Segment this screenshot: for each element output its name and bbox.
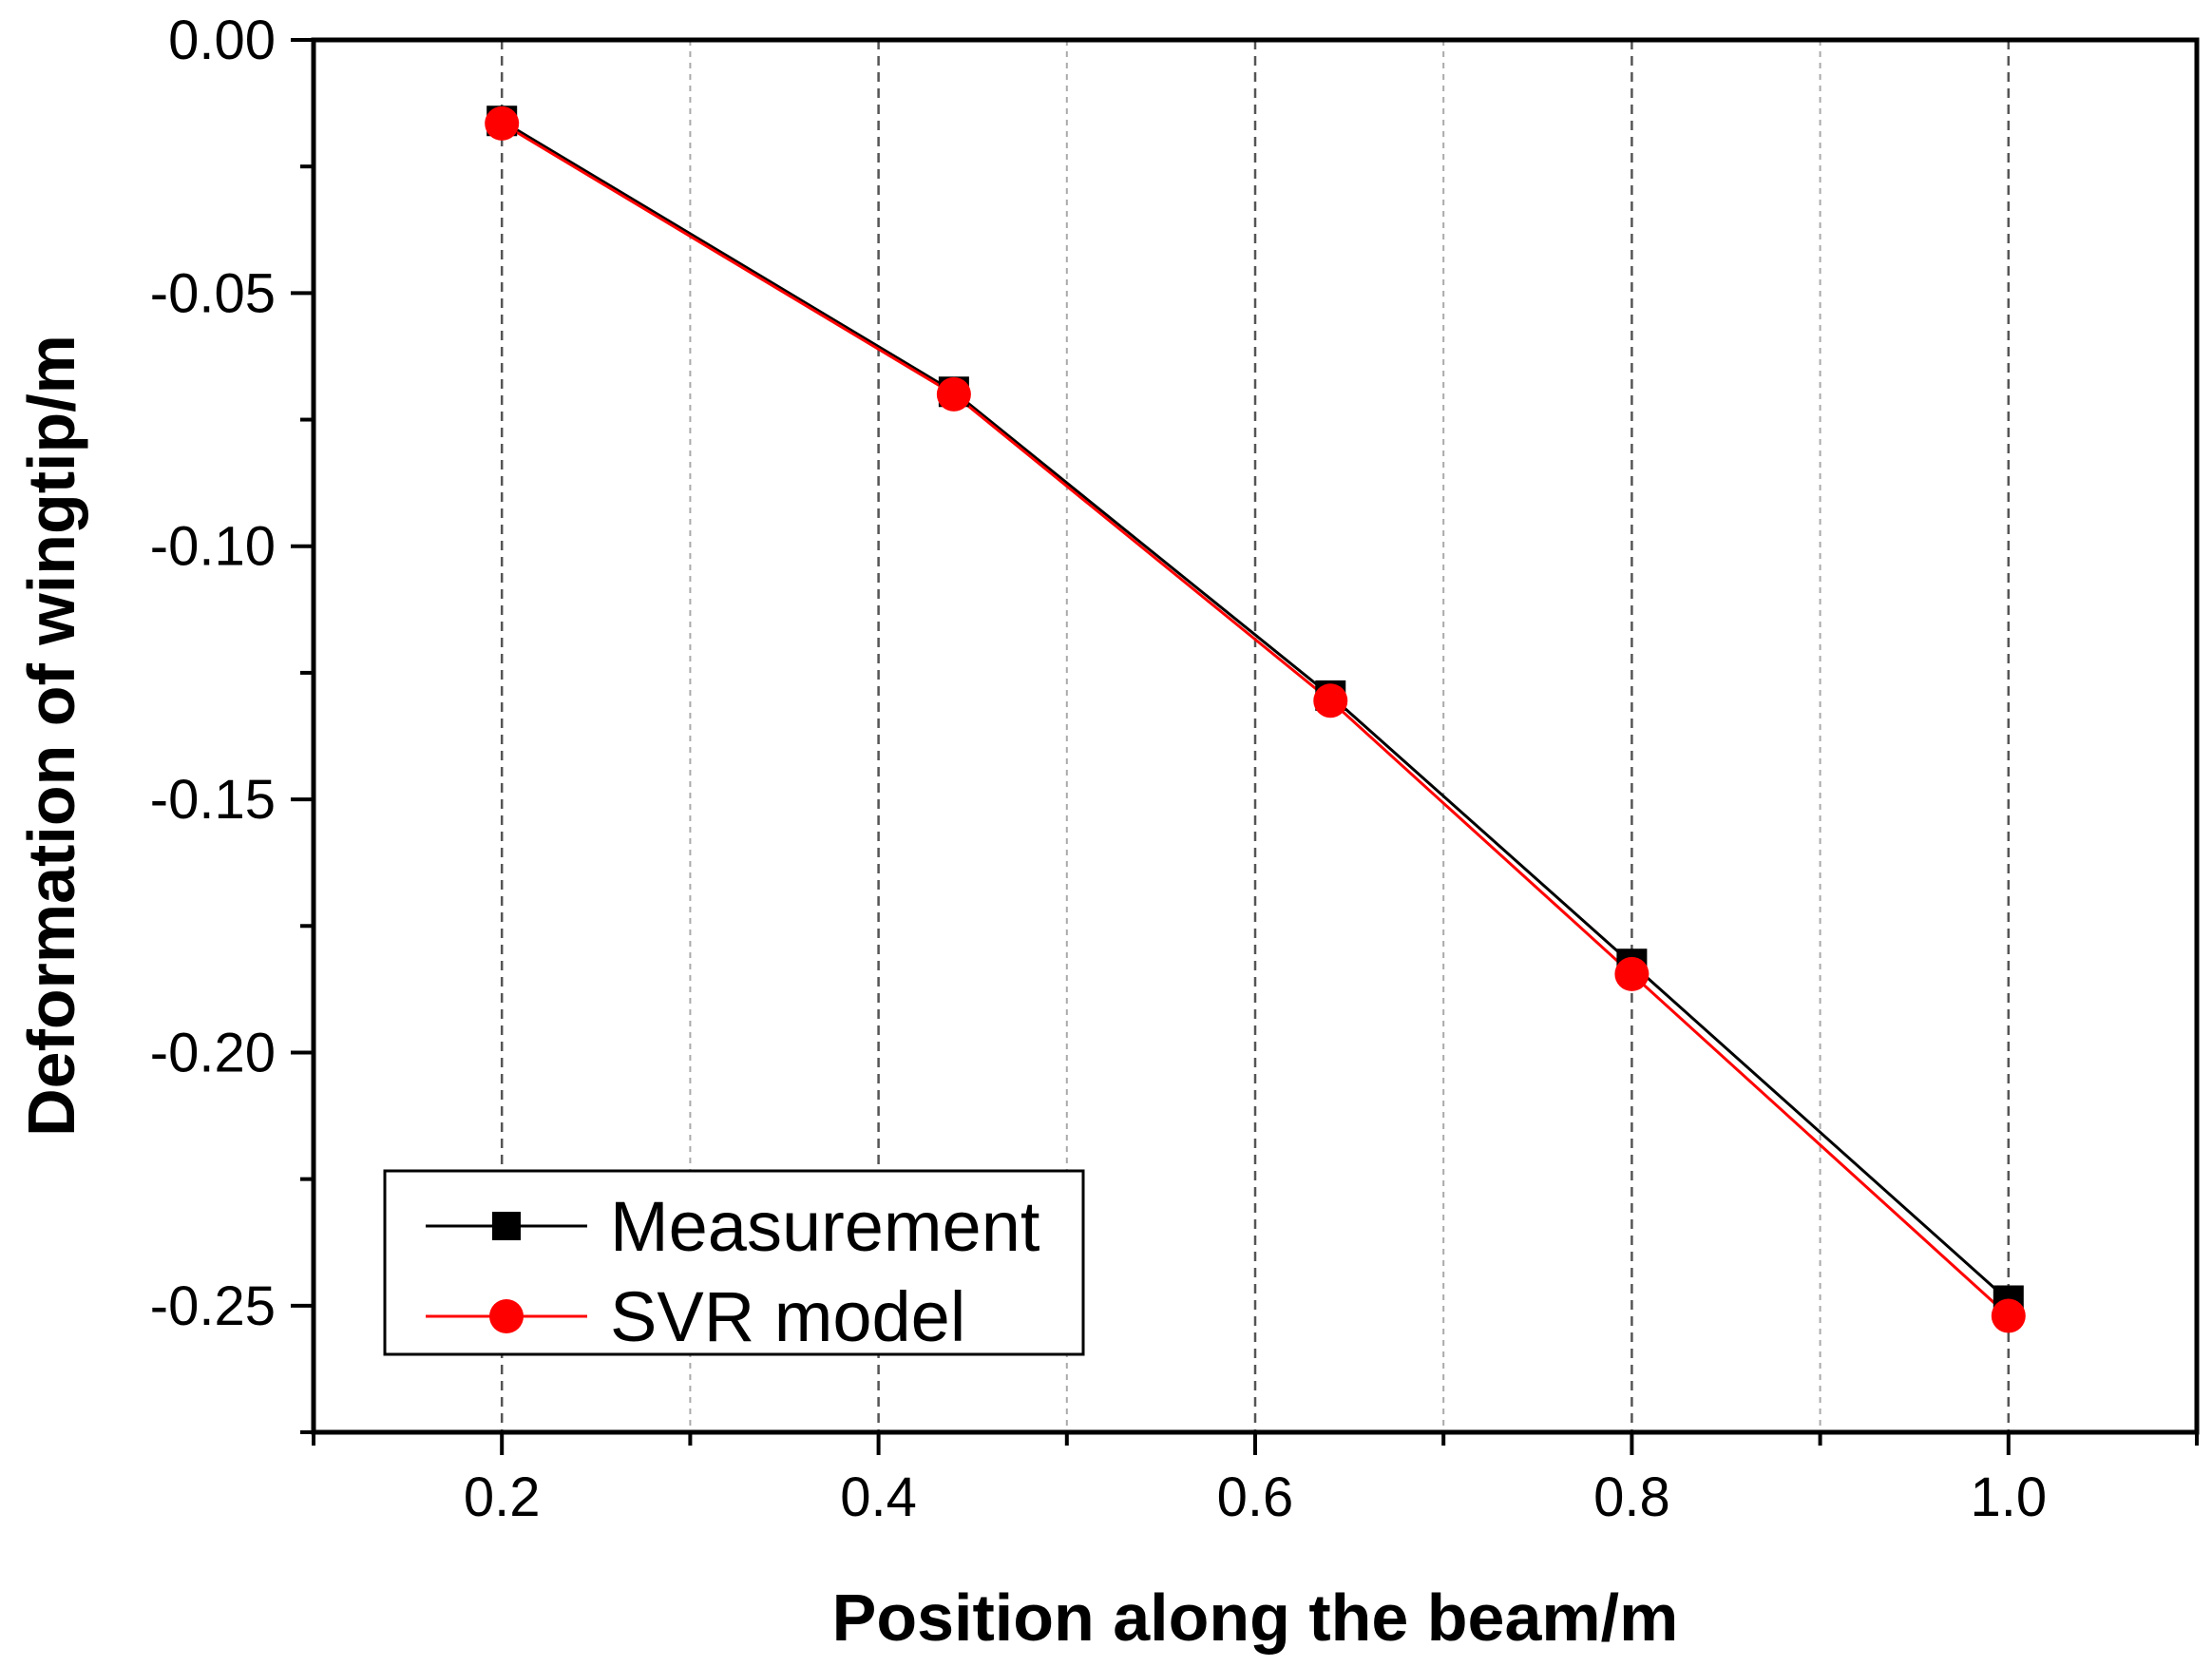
data-point-svr-model [485,105,520,141]
data-point-svr-model [1313,683,1348,719]
x-tick-label: 0.8 [1593,1466,1670,1528]
y-axis-title: Deformation of wingtip/m [14,335,88,1137]
legend-measurement-marker [492,1212,521,1240]
data-point-svr-model [936,376,971,412]
grid [500,40,2011,1432]
y-tick-label: -0.10 [150,516,276,578]
x-tick-label: 0.2 [464,1466,541,1528]
y-tick-label: -0.05 [150,262,276,324]
y-tick-label: 0.00 [168,10,276,71]
data-point-svr-model [1991,1298,2026,1333]
y-tick-label: -0.20 [150,1022,276,1083]
data-point-svr-model [1614,956,1649,991]
axis-ticks: 0.2 0.4 0.6 0.8 1.0 0.00 -0.05 -0.10 -0.15 -0.20 -… [150,10,2199,1528]
legend: Measurement SVR model [383,1169,1085,1356]
legend-svr-label: SVR model [610,1277,965,1356]
x-tick-label: 0.4 [840,1466,917,1528]
y-tick-label: -0.15 [150,769,276,831]
legend-measurement-label: Measurement [610,1187,1040,1266]
x-tick-label: 1.0 [1970,1466,2047,1528]
legend-svr-marker [489,1299,524,1333]
x-axis-title: Position along the beam/m [832,1581,1679,1655]
y-tick-label: -0.25 [150,1275,276,1337]
x-tick-label: 0.6 [1217,1466,1294,1528]
series-layer [485,105,2026,1333]
